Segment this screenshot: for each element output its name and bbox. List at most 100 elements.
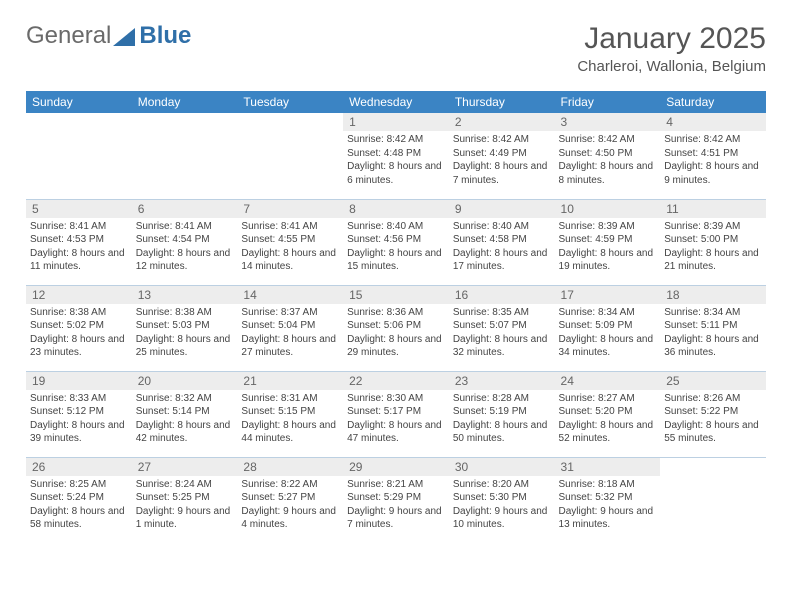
sunset-line: Sunset: 5:11 PM (664, 319, 762, 333)
sunrise-line: Sunrise: 8:41 AM (30, 220, 128, 234)
calendar-day-cell: 4Sunrise: 8:42 AMSunset: 4:51 PMDaylight… (660, 113, 766, 199)
sunset-line: Sunset: 4:53 PM (30, 233, 128, 247)
sunrise-line: Sunrise: 8:42 AM (664, 133, 762, 147)
calendar-day-cell (660, 457, 766, 543)
sunrise-line: Sunrise: 8:27 AM (559, 392, 657, 406)
sunrise-line: Sunrise: 8:20 AM (453, 478, 551, 492)
month-title: January 2025 (577, 22, 766, 56)
day-number: 6 (132, 200, 238, 218)
location-subtitle: Charleroi, Wallonia, Belgium (577, 58, 766, 75)
calendar-day-cell (237, 113, 343, 199)
day-number: 8 (343, 200, 449, 218)
daylight-line: Daylight: 8 hours and 19 minutes. (559, 247, 657, 274)
sunset-line: Sunset: 5:09 PM (559, 319, 657, 333)
sunrise-line: Sunrise: 8:37 AM (241, 306, 339, 320)
sunset-line: Sunset: 4:49 PM (453, 147, 551, 161)
sunset-line: Sunset: 4:59 PM (559, 233, 657, 247)
sunrise-line: Sunrise: 8:42 AM (559, 133, 657, 147)
logo-triangle-icon (113, 26, 137, 46)
sunset-line: Sunset: 4:56 PM (347, 233, 445, 247)
daylight-line: Daylight: 9 hours and 7 minutes. (347, 505, 445, 532)
sunset-line: Sunset: 5:03 PM (136, 319, 234, 333)
daylight-line: Daylight: 8 hours and 14 minutes. (241, 247, 339, 274)
page-header: General Blue January 2025 Charleroi, Wal… (26, 22, 766, 75)
sunrise-line: Sunrise: 8:18 AM (559, 478, 657, 492)
daylight-line: Daylight: 8 hours and 11 minutes. (30, 247, 128, 274)
sunset-line: Sunset: 4:48 PM (347, 147, 445, 161)
daylight-line: Daylight: 8 hours and 36 minutes. (664, 333, 762, 360)
daylight-line: Daylight: 8 hours and 21 minutes. (664, 247, 762, 274)
daylight-line: Daylight: 9 hours and 1 minute. (136, 505, 234, 532)
day-number: 31 (555, 458, 661, 476)
sunset-line: Sunset: 5:04 PM (241, 319, 339, 333)
calendar-day-cell: 9Sunrise: 8:40 AMSunset: 4:58 PMDaylight… (449, 199, 555, 285)
daylight-line: Daylight: 8 hours and 9 minutes. (664, 160, 762, 187)
sunset-line: Sunset: 5:12 PM (30, 405, 128, 419)
calendar-week-row: 26Sunrise: 8:25 AMSunset: 5:24 PMDayligh… (26, 457, 766, 543)
daylight-line: Daylight: 8 hours and 47 minutes. (347, 419, 445, 446)
sunset-line: Sunset: 5:20 PM (559, 405, 657, 419)
day-number: 11 (660, 200, 766, 218)
day-number: 13 (132, 286, 238, 304)
sunrise-line: Sunrise: 8:22 AM (241, 478, 339, 492)
calendar-week-row: 12Sunrise: 8:38 AMSunset: 5:02 PMDayligh… (26, 285, 766, 371)
calendar-day-cell: 10 Sunrise: 8:39 AMSunset: 4:59 PMDayligh… (555, 199, 661, 285)
daylight-line: Daylight: 9 hours and 13 minutes. (559, 505, 657, 532)
weekday-header: Tuesday (237, 91, 343, 113)
calendar-week-row: 1Sunrise: 8:42 AMSunset: 4:48 PMDaylight… (26, 113, 766, 199)
day-number: 25 (660, 372, 766, 390)
calendar-day-cell: 27Sunrise: 8:24 AMSunset: 5:25 PMDayligh… (132, 457, 238, 543)
sunrise-line: Sunrise: 8:39 AM (664, 220, 762, 234)
day-number: 15 (343, 286, 449, 304)
day-number: 20 (132, 372, 238, 390)
day-number: 21 (237, 372, 343, 390)
day-number: 9 (449, 200, 555, 218)
calendar-day-cell: 29Sunrise: 8:21 AMSunset: 5:29 PMDayligh… (343, 457, 449, 543)
day-number: 24 (555, 372, 661, 390)
sunrise-line: Sunrise: 8:39 AM (559, 220, 657, 234)
sunset-line: Sunset: 4:54 PM (136, 233, 234, 247)
sunset-line: Sunset: 5:29 PM (347, 491, 445, 505)
day-number: 18 (660, 286, 766, 304)
calendar-table: SundayMondayTuesdayWednesdayThursdayFrid… (26, 91, 766, 543)
day-number: 10 (555, 200, 661, 218)
sunrise-line: Sunrise: 8:30 AM (347, 392, 445, 406)
sunset-line: Sunset: 5:00 PM (664, 233, 762, 247)
weekday-header: Thursday (449, 91, 555, 113)
sunrise-line: Sunrise: 8:24 AM (136, 478, 234, 492)
calendar-day-cell (26, 113, 132, 199)
calendar-day-cell: 28Sunrise: 8:22 AMSunset: 5:27 PMDayligh… (237, 457, 343, 543)
calendar-day-cell: 20Sunrise: 8:32 AMSunset: 5:14 PMDayligh… (132, 371, 238, 457)
calendar-day-cell: 18Sunrise: 8:34 AMSunset: 5:11 PMDayligh… (660, 285, 766, 371)
sunset-line: Sunset: 5:27 PM (241, 491, 339, 505)
calendar-day-cell: 1Sunrise: 8:42 AMSunset: 4:48 PMDaylight… (343, 113, 449, 199)
sunrise-line: Sunrise: 8:42 AM (347, 133, 445, 147)
calendar-day-cell: 13Sunrise: 8:38 AMSunset: 5:03 PMDayligh… (132, 285, 238, 371)
calendar-day-cell: 21Sunrise: 8:31 AMSunset: 5:15 PMDayligh… (237, 371, 343, 457)
daylight-line: Daylight: 8 hours and 29 minutes. (347, 333, 445, 360)
calendar-day-cell: 17Sunrise: 8:34 AMSunset: 5:09 PMDayligh… (555, 285, 661, 371)
day-number: 19 (26, 372, 132, 390)
calendar-day-cell: 24Sunrise: 8:27 AMSunset: 5:20 PMDayligh… (555, 371, 661, 457)
daylight-line: Daylight: 8 hours and 6 minutes. (347, 160, 445, 187)
day-number: 14 (237, 286, 343, 304)
sunset-line: Sunset: 4:58 PM (453, 233, 551, 247)
calendar-week-row: 5Sunrise: 8:41 AMSunset: 4:53 PMDaylight… (26, 199, 766, 285)
calendar-day-cell: 25Sunrise: 8:26 AMSunset: 5:22 PMDayligh… (660, 371, 766, 457)
day-number: 23 (449, 372, 555, 390)
calendar-day-cell: 12Sunrise: 8:38 AMSunset: 5:02 PMDayligh… (26, 285, 132, 371)
daylight-line: Daylight: 8 hours and 15 minutes. (347, 247, 445, 274)
day-number: 28 (237, 458, 343, 476)
weekday-header-row: SundayMondayTuesdayWednesdayThursdayFrid… (26, 91, 766, 113)
day-number: 3 (555, 113, 661, 131)
sunrise-line: Sunrise: 8:42 AM (453, 133, 551, 147)
calendar-day-cell: 31Sunrise: 8:18 AMSunset: 5:32 PMDayligh… (555, 457, 661, 543)
sunset-line: Sunset: 4:50 PM (559, 147, 657, 161)
sunset-line: Sunset: 4:55 PM (241, 233, 339, 247)
sunrise-line: Sunrise: 8:34 AM (559, 306, 657, 320)
calendar-day-cell: 2Sunrise: 8:42 AMSunset: 4:49 PMDaylight… (449, 113, 555, 199)
sunrise-line: Sunrise: 8:36 AM (347, 306, 445, 320)
sunrise-line: Sunrise: 8:33 AM (30, 392, 128, 406)
calendar-day-cell: 7Sunrise: 8:41 AMSunset: 4:55 PMDaylight… (237, 199, 343, 285)
sunset-line: Sunset: 5:06 PM (347, 319, 445, 333)
